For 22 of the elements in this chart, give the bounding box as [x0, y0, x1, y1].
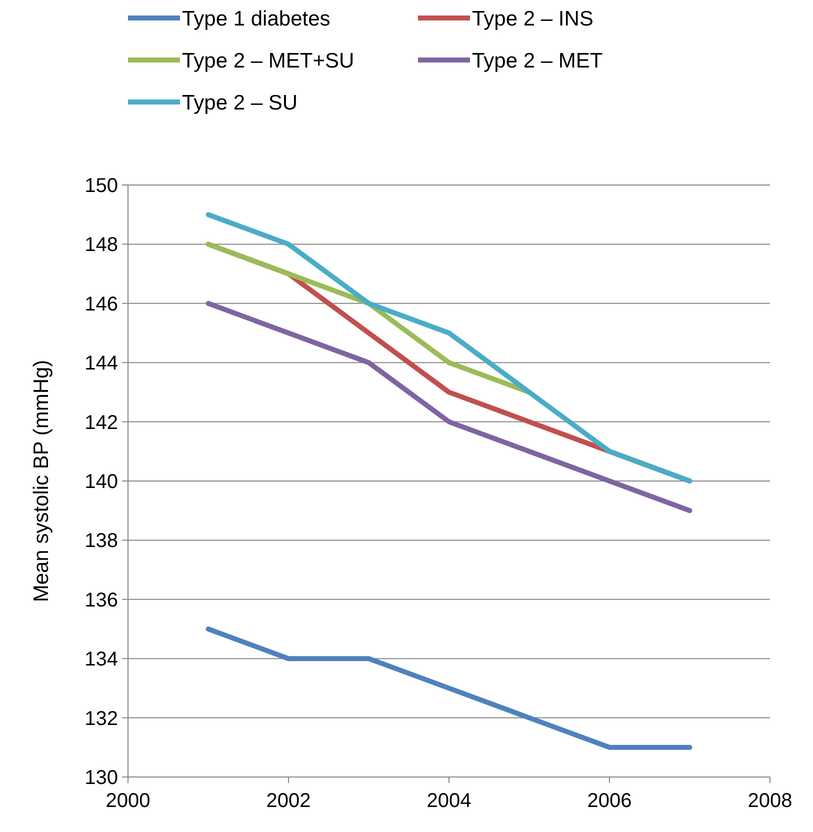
y-tick-label: 140 [84, 471, 118, 493]
legend-label: Type 2 – MET [472, 49, 603, 72]
legend-label: Type 2 – MET+SU [182, 49, 354, 72]
y-tick-label: 148 [84, 234, 118, 256]
legend-label: Type 1 diabetes [182, 7, 330, 30]
y-tick-label: 138 [84, 530, 118, 552]
y-tick-label: 142 [84, 412, 118, 434]
x-tick-label: 2002 [266, 790, 311, 812]
x-tick-label: 2004 [426, 790, 472, 812]
x-tick-label: 2006 [587, 790, 632, 812]
y-tick-label: 136 [84, 589, 118, 612]
y-tick-label: 132 [84, 708, 118, 730]
y-tick-label: 150 [84, 175, 118, 197]
x-tick-label: 2008 [748, 790, 792, 812]
legend-label: Type 2 – INS [472, 7, 594, 30]
y-axis-title: Mean systolic BP (mmHg) [30, 360, 53, 602]
y-tick-label: 144 [84, 352, 118, 375]
y-tick-label: 146 [84, 293, 118, 316]
y-tick-label: 130 [84, 767, 118, 789]
x-tick-label: 2000 [106, 790, 150, 812]
legend-label: Type 2 – SU [182, 91, 298, 114]
y-tick-label: 134 [84, 648, 118, 671]
